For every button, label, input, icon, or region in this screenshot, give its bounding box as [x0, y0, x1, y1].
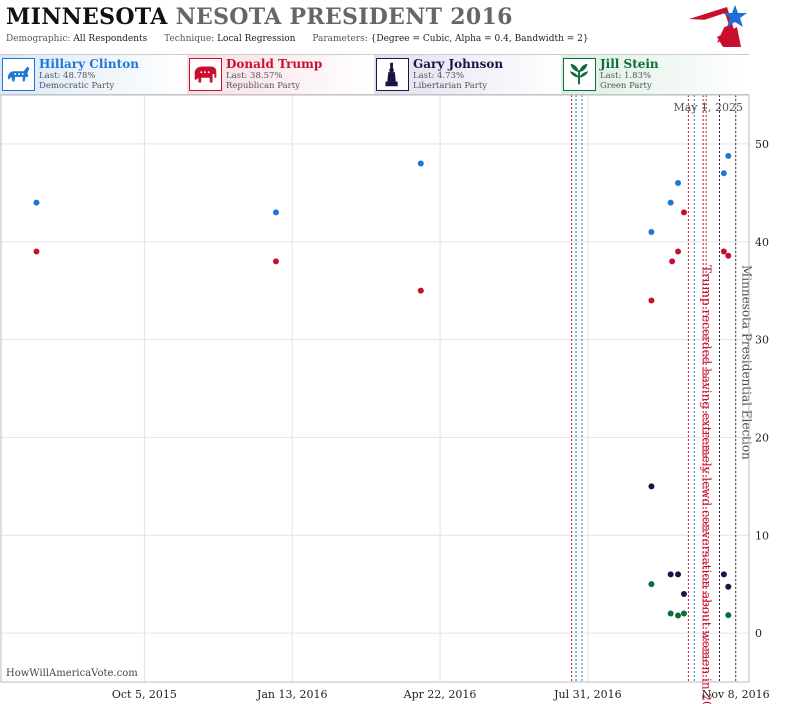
candidate-party: Republican Party: [226, 81, 300, 91]
liberty-statue-icon: [376, 58, 409, 91]
x-tick-label: Nov 8, 2016: [702, 688, 770, 701]
data-point: [675, 612, 682, 619]
y-tick-label: 10: [755, 529, 769, 542]
page-title: MINNESOTA NESOTA PRESIDENT 2016: [6, 4, 513, 30]
data-point: [417, 160, 424, 167]
data-point: [648, 483, 655, 490]
site-logo-icon: [689, 5, 747, 47]
data-point: [667, 199, 674, 206]
candidate-card-johnson[interactable]: Gary Johnson Last: 4.73% Libertarian Par…: [374, 55, 561, 94]
candidate-party: Democratic Party: [39, 81, 115, 91]
data-point: [648, 228, 655, 235]
event-annotation: Minnesota Presidential Election: [740, 265, 754, 460]
data-point: [675, 571, 682, 578]
data-point: [33, 248, 40, 255]
title-race: NESOTA PRESIDENT 2016: [175, 4, 513, 30]
data-point: [720, 170, 727, 177]
data-point: [272, 258, 279, 265]
plot-frame: [0, 94, 750, 683]
y-tick-label: 40: [755, 236, 769, 249]
candidate-name: Jill Stein: [600, 57, 659, 71]
event-annotation: Trump recorded having extremely lewd con…: [700, 265, 714, 704]
candidate-card-trump[interactable]: Donald Trump Last: 38.57% Republican Par…: [187, 55, 374, 94]
x-tick-label: Apr 22, 2016: [403, 688, 477, 701]
data-point: [725, 612, 732, 619]
candidate-name: Donald Trump: [226, 57, 323, 71]
data-point: [720, 248, 727, 255]
candidate-name: Hillary Clinton: [39, 57, 139, 71]
data-point: [33, 199, 40, 206]
axes: 0 10 20 30 40 50 Oct 5, 2015 Jan 13, 2016 Apr 22…: [0, 94, 770, 701]
gridlines: [1, 95, 749, 682]
candidate-party: Green Party: [600, 81, 652, 91]
title-state: MINNESOTA: [6, 4, 168, 30]
data-point: [720, 571, 727, 578]
data-point: [680, 590, 687, 597]
candidate-card-clinton[interactable]: Hillary Clinton Last: 48.78% Democratic …: [0, 55, 187, 94]
y-tick-label: 50: [755, 138, 769, 151]
parameters-line: Demographic: All Respondents Technique: …: [6, 34, 603, 44]
data-point: [675, 180, 682, 187]
data-point: [669, 258, 676, 265]
candidate-last: Last: 1.83%: [600, 71, 652, 81]
candidate-name: Gary Johnson: [413, 57, 504, 71]
data-point: [272, 209, 279, 216]
x-tick-label: Jul 31, 2016: [553, 688, 622, 701]
param-parameters: Parameters: {Degree = Cubic, Alpha = 0.4…: [312, 34, 589, 44]
y-tick-label: 30: [755, 334, 769, 347]
data-point: [725, 152, 732, 159]
data-point: [648, 581, 655, 588]
data-point: [675, 248, 682, 255]
data-point: [667, 610, 674, 617]
candidate-card-stein[interactable]: Jill Stein Last: 1.83% Green Party: [561, 55, 748, 94]
param-technique: Technique: Local Regression: [164, 34, 296, 44]
data-point: [725, 252, 732, 259]
candidate-legend: Hillary Clinton Last: 48.78% Democratic …: [0, 54, 749, 95]
y-tick-label: 0: [755, 627, 762, 640]
x-tick-label: Oct 5, 2015: [112, 688, 177, 701]
data-point: [680, 610, 687, 617]
candidate-last: Last: 4.73%: [413, 71, 465, 81]
param-demographic: Demographic: All Respondents: [6, 34, 148, 44]
donkey-icon: [2, 58, 35, 91]
leaf-icon: [563, 58, 596, 91]
data-point: [648, 297, 655, 304]
candidate-last: Last: 38.57%: [226, 71, 283, 81]
data-point: [417, 287, 424, 294]
data-point: [667, 571, 674, 578]
event-lines: Trump recorded having extremely lewd con…: [571, 95, 754, 704]
y-tick-label: 20: [755, 431, 769, 444]
data-point: [725, 583, 732, 590]
data-points: [33, 152, 732, 619]
candidate-last: Last: 48.78%: [39, 71, 96, 81]
corner-date: May 1, 2025: [673, 101, 743, 114]
data-point: [680, 209, 687, 216]
elephant-icon: [189, 58, 222, 91]
site-watermark: HowWillAmericaVote.com: [6, 668, 138, 679]
x-tick-label: Jan 13, 2016: [256, 688, 328, 701]
candidate-party: Libertarian Party: [413, 81, 488, 91]
